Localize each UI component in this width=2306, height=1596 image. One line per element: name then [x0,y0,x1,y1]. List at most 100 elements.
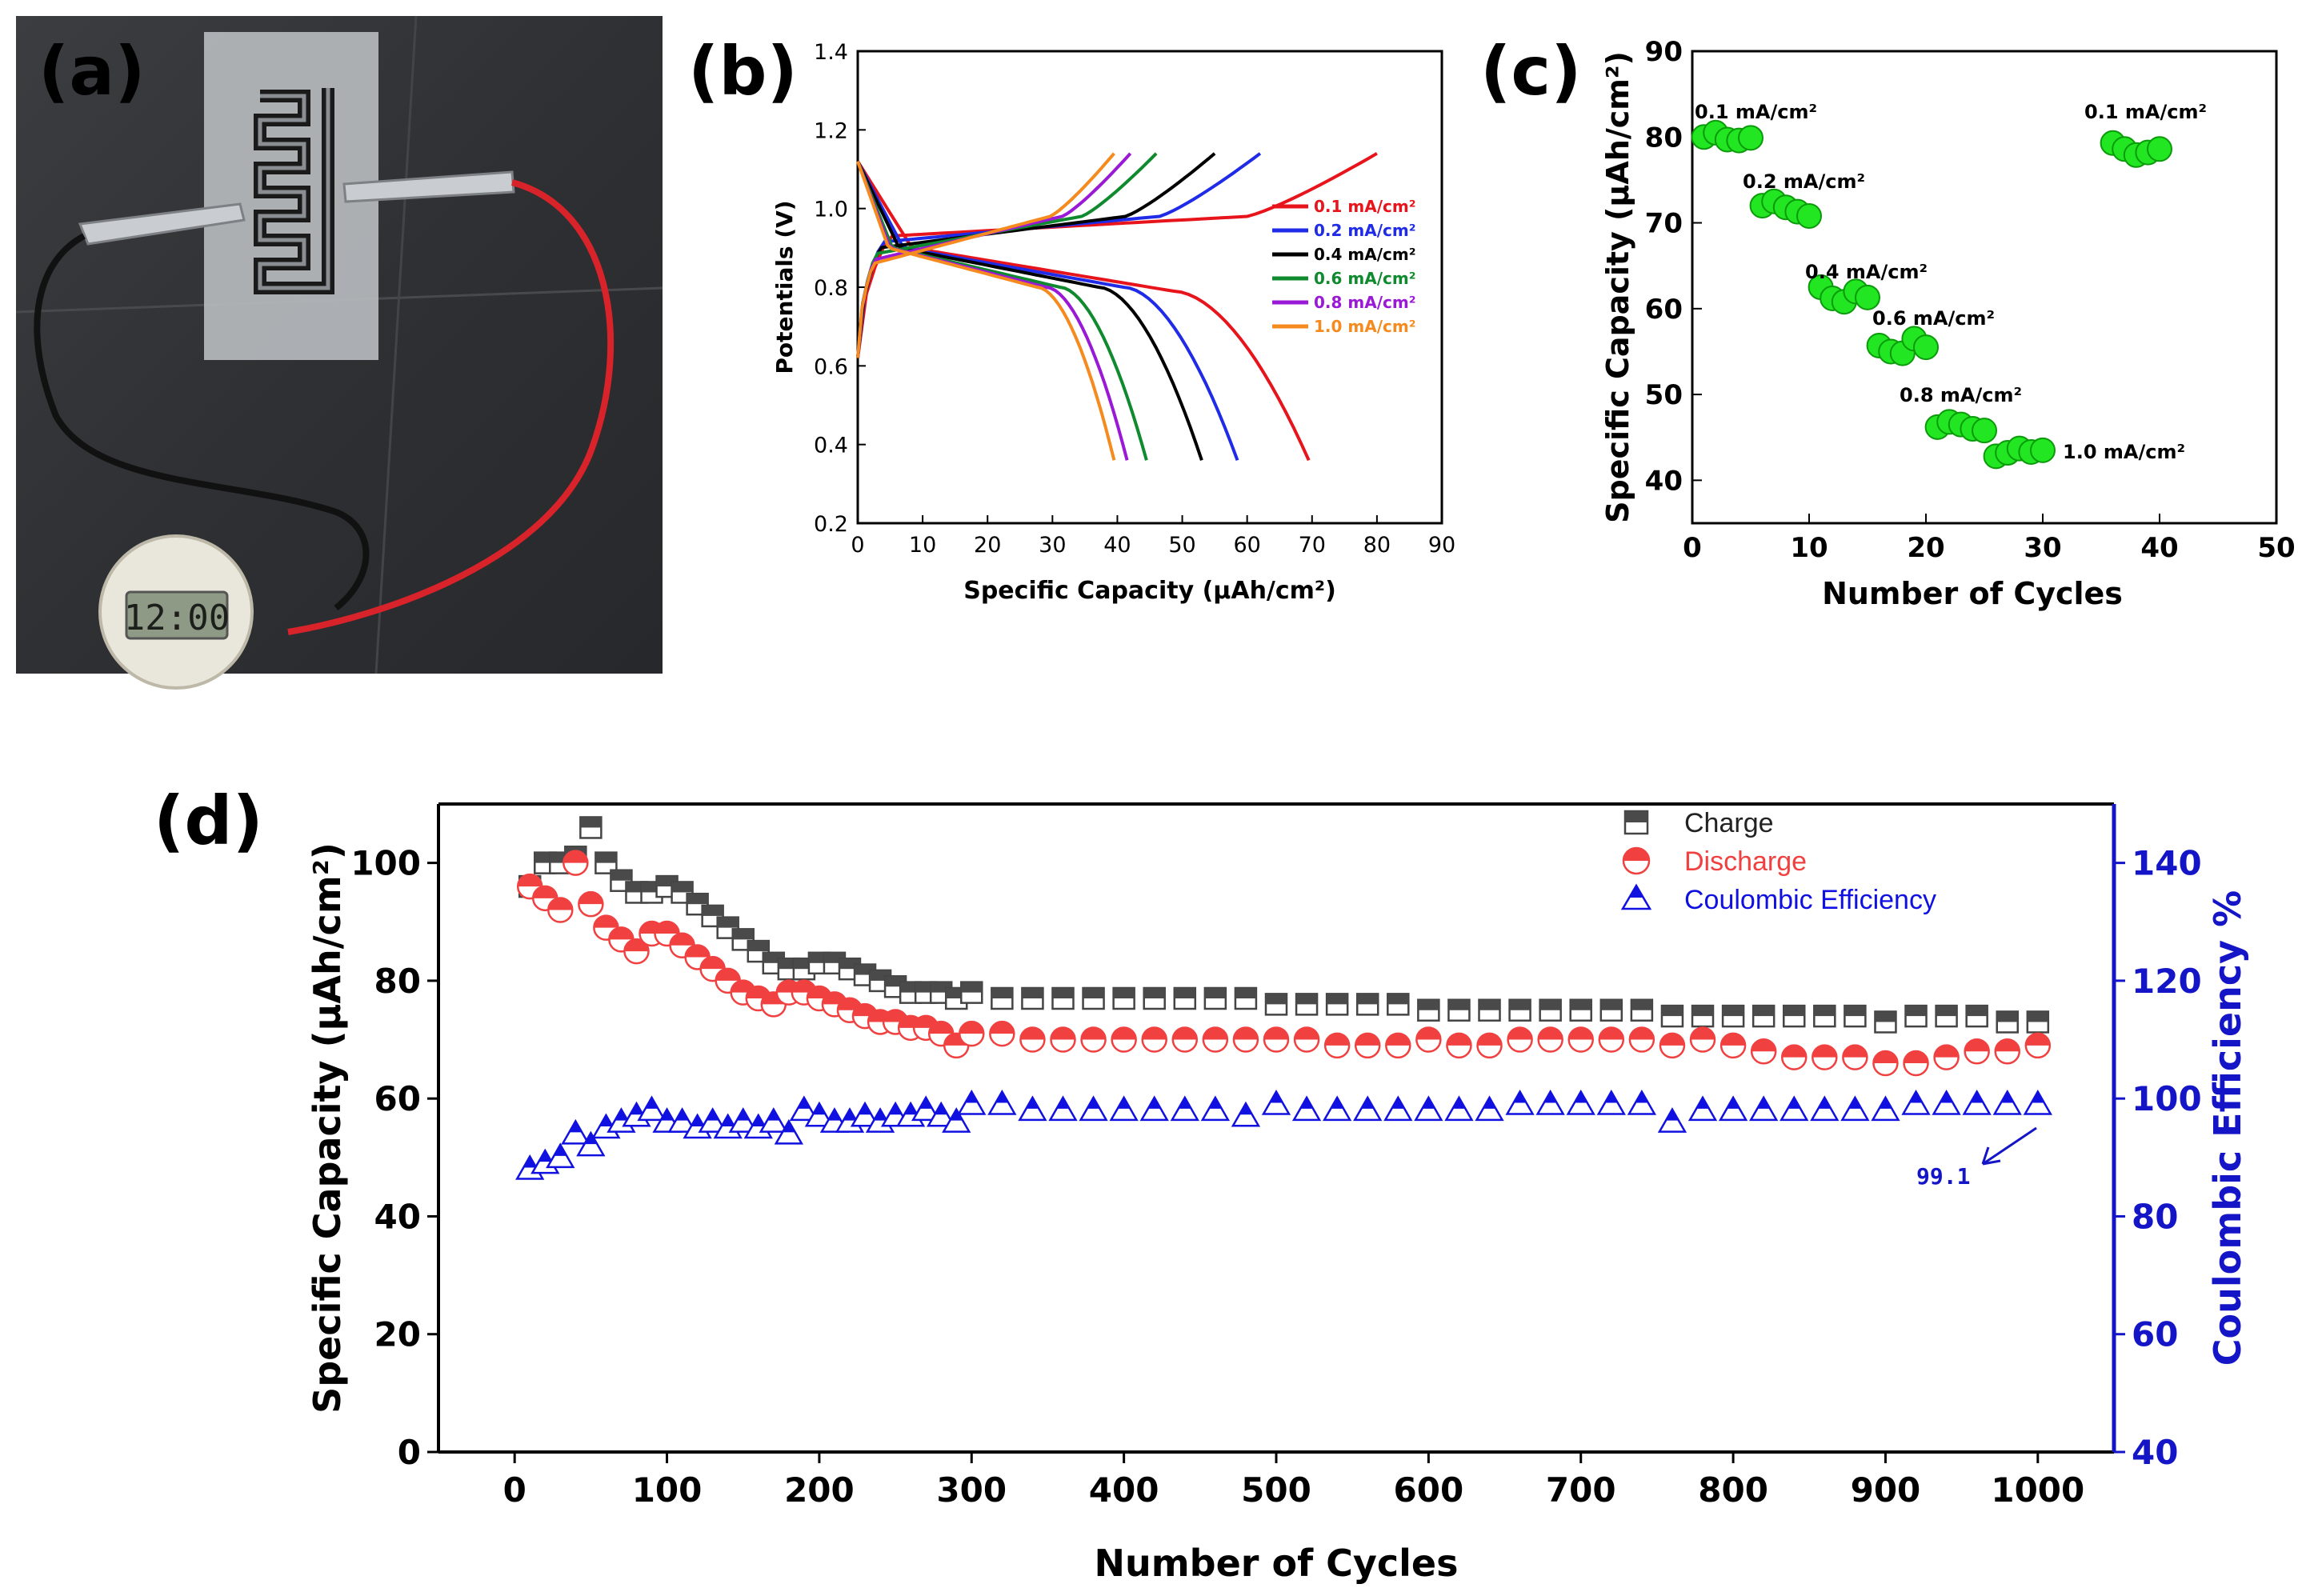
chart-d-ce-marker [911,1095,941,1122]
chart-d-charge-marker-fill [1723,1006,1744,1017]
chart-d-ce-marker [1079,1095,1108,1122]
chart-d-discharge-marker-fill [1355,1033,1380,1046]
chart-d-discharge-marker-fill [1904,1051,1928,1063]
chart-d-y2-tick-label: 120 [2132,962,2202,1001]
chart-d-discharge-marker-fill [1111,1027,1136,1040]
chart-b-x-tick-label: 10 [909,533,936,558]
photo-seam [374,15,418,674]
chart-d-discharge-marker-fill [1995,1039,2020,1052]
chart-d-annotation-arrow [1982,1126,2037,1166]
chart-d-ce-marker [1780,1095,1809,1122]
chart-d-y-tick-label: 20 [374,1315,421,1354]
chart-d-discharge-marker-fill [1233,1027,1258,1040]
chart-d-ce-marker-fill [1208,1097,1222,1109]
chart-b-curves [856,152,1378,462]
panel-label-a: (a) [38,32,145,110]
chart-d-charge-marker-fill [702,905,723,916]
chart-d-ce-marker-fill [2031,1091,2044,1103]
chart-d-charge-marker-fill [1448,999,1470,1010]
chart-d-charge-marker-fill [1418,999,1439,1010]
chart-d-ce-marker-fill [889,1103,903,1115]
chart-d-ce-marker-fill [950,1109,963,1121]
chart-d-charge-marker-fill [1235,988,1256,998]
chart-b-y-tick-label: 0.4 [814,434,848,458]
chart-d-ce-marker-fill [1056,1097,1070,1109]
chart-d-ce-marker-fill [843,1109,856,1121]
chart-d-ce-marker-fill [1331,1097,1344,1109]
chart-d-charge-marker-fill [1692,1006,1714,1017]
chart-d-ce-marker-fill [1635,1091,1648,1103]
chart-b-charge-curve [856,152,1216,358]
chart-d-ce-marker-fill [1757,1097,1771,1109]
chart-b-axis-ticks: 0 10 20 30 40 50 60 70 80 90 0.2 0.4 0.6 0.8 1.0 1.2 1.4 [814,40,1455,558]
chart-d-ce-marker-fill [1543,1091,1557,1103]
chart-d-ce-marker-fill [615,1109,628,1121]
chart-b-charge-curve [856,152,1378,358]
chart-d-ce-marker-fill [1513,1091,1527,1103]
chart-d-ce-marker [1627,1090,1657,1115]
chart-b-charge-discharge: 0 10 20 30 40 50 60 70 80 90 0.2 0.4 0.6 0.8 1.0 1.2 1.4… [771,40,1455,605]
chart-d-charge-marker-fill [1204,988,1226,998]
chart-d-discharge-marker-fill [655,922,679,934]
chart-d-charge-marker-fill [1936,1006,1957,1017]
chart-d-x-tick-label: 300 [936,1470,1007,1510]
chart-c-rate-label: 0.1 mA/cm² [2084,101,2207,123]
chart-d-ce-marker [987,1090,1017,1115]
chart-d-ce-marker-fill [538,1150,552,1162]
chart-d-discharge-marker-fill [1325,1033,1350,1046]
chart-d-ce-marker-fill [1665,1109,1679,1121]
chart-d-charge-marker-fill [961,982,983,993]
chart-d-ce-marker-fill [1970,1091,1984,1103]
chart-d-discharge-marker-fill [1659,1033,1684,1046]
chart-c-y-tick-label: 40 [1645,465,1683,497]
chart-d-discharge-marker-fill [2025,1033,2050,1046]
chart-d-legend-discharge-marker-fill [1623,848,1649,861]
chart-d-ce-marker [1414,1095,1443,1122]
chart-d-ce-marker-fill [569,1121,583,1133]
black-wire [34,233,370,611]
chart-d-x-tick-label: 0 [503,1470,526,1510]
chart-d-ce-marker-fill [523,1156,537,1168]
chart-d-ce-marker-fill [935,1103,948,1115]
chart-d-legend-ce-label: Coulombic Efficiency [1684,885,1936,915]
chart-d-discharge-marker-fill [1721,1033,1746,1046]
chart-d-x-tick-label: 900 [1851,1470,1921,1510]
chart-d-charge-marker-fill [671,882,693,893]
chart-d-charge-marker-fill [595,852,617,863]
chart-d-y2-tick-label: 140 [2132,844,2202,883]
chart-d-x-tick-label: 400 [1089,1470,1159,1510]
chart-d-charge-marker-fill [1905,1006,1927,1017]
chart-d-ce-marker [2023,1090,2052,1115]
chart-d-y-tick-label: 100 [350,844,421,883]
chart-b-x-tick-label: 60 [1233,533,1260,558]
chart-d-discharge-marker-fill [1203,1027,1227,1040]
chart-d-axis-ticks: 0 100 200 300 400 500 600 700 800 900 1000 0 20 40 60 8… [350,844,2201,1510]
chart-d-ce-marker-fill [1239,1103,1252,1115]
chart-d-ce-marker-fill [859,1103,872,1115]
chart-b-legend: 0.1 mA/cm² 0.2 mA/cm² 0.4 mA/cm² 0.6 mA/cm²… [1272,197,1415,336]
chart-d-ce-marker [1505,1090,1535,1115]
chart-b-discharge-curve [856,160,1203,461]
chart-d-charge-marker-fill [611,870,632,881]
chart-d-charge-marker-fill [717,917,739,928]
chart-d-annotation-text: 99.1 [1916,1163,1970,1190]
chart-d-discharge-marker-fill [1629,1027,1654,1040]
chart-d-charge-marker-fill [1296,994,1318,1005]
chart-d-discharge-marker-fill [563,850,588,863]
chart-d-ce-marker-fill [1727,1097,1740,1109]
chart-d-ce-marker [1810,1095,1840,1122]
chart-b-y-tick-label: 0.2 [814,512,848,537]
chart-d-discharge-marker-fill [715,968,740,981]
chart-c-rate-label: 1.0 mA/cm² [2063,441,2185,463]
chart-d-charge-marker-fill [1083,988,1104,998]
chart-d-charge-marker-fill [1753,1006,1775,1017]
chart-d-ce-marker-fill [630,1103,643,1115]
chart-d-ce-marker [759,1107,788,1133]
chart-d-ce-marker [1535,1090,1565,1115]
chart-d-ce-marker [1018,1095,1047,1122]
chart-b-legend-label: 0.1 mA/cm² [1314,197,1415,216]
chart-d-x-tick-label: 1000 [1991,1470,2084,1510]
chart-b-legend-label: 0.8 mA/cm² [1314,293,1415,312]
chart-b-discharge-curve [856,160,1311,462]
